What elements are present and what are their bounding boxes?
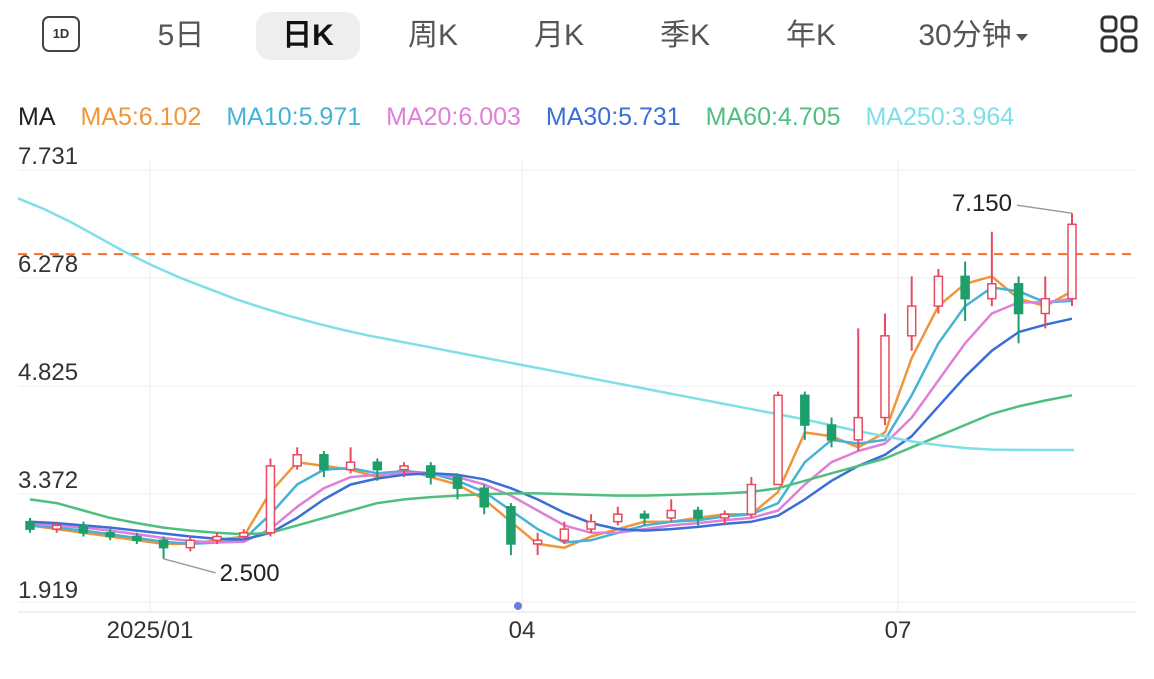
candle-body xyxy=(105,532,115,538)
series-line-ma30 xyxy=(29,317,1073,541)
high-annotation-label: 7.150 xyxy=(952,190,1012,217)
candle-body xyxy=(479,487,489,508)
candle-body xyxy=(559,528,570,541)
x-tick-label: 04 xyxy=(509,617,536,644)
candle-body xyxy=(826,424,837,441)
candle-body xyxy=(987,283,997,300)
candle-body xyxy=(399,465,409,471)
axis-labels: 7.731 6.278 4.825 3.372 1.919 2025/01 04 07 7.15… xyxy=(18,143,1073,644)
candle-body xyxy=(506,506,516,545)
candle-body xyxy=(666,509,676,519)
candle-body xyxy=(319,454,329,471)
legend-ma30: MA30:5.731 xyxy=(545,103,681,131)
y-tick-label: 4.825 xyxy=(18,359,78,386)
tab-30min-label: 30分钟 xyxy=(918,19,1012,52)
legend-ma60: MA60:4.705 xyxy=(705,103,841,131)
low-annotation-leader xyxy=(163,558,216,574)
candle-body xyxy=(800,394,810,426)
candle-body xyxy=(426,465,436,478)
candle-body xyxy=(212,535,222,541)
grid-icon[interactable] xyxy=(1099,14,1139,54)
candle-body xyxy=(960,275,970,300)
candle-body xyxy=(1067,223,1077,300)
x-tick-label: 07 xyxy=(885,617,912,644)
period-badge-icon[interactable]: 1D xyxy=(42,16,80,52)
candle-body xyxy=(452,476,463,489)
candle-body xyxy=(906,305,917,337)
candle-body xyxy=(1040,297,1051,315)
candle-body xyxy=(78,524,89,534)
candle-body xyxy=(773,394,783,486)
x-tick-label: 2025/01 xyxy=(107,617,194,644)
legend-ma250: MA250:3.964 xyxy=(865,103,1015,131)
candle-body xyxy=(586,520,596,530)
candle-body xyxy=(532,539,543,545)
event-dot-icon xyxy=(514,602,522,610)
candle-body xyxy=(132,535,142,541)
candles xyxy=(25,213,1077,559)
candle-body xyxy=(639,513,650,519)
candle-body xyxy=(853,416,864,441)
series-line-ma10 xyxy=(29,286,1073,546)
candle-body xyxy=(372,461,383,471)
candle-body xyxy=(345,461,356,471)
candle-body xyxy=(746,483,757,515)
low-annotation-label: 2.500 xyxy=(220,560,280,587)
legend-ma5: MA5:6.102 xyxy=(80,103,202,131)
tab-quarterly-k[interactable]: 季K xyxy=(659,19,710,52)
kline-chart[interactable]: 7.731 6.278 4.825 3.372 1.919 2025/01 04 07 7.15… xyxy=(0,140,1154,679)
tab-30min[interactable]: 30分钟 xyxy=(898,12,1048,60)
candle-body xyxy=(238,532,249,538)
ma-prefix: MA xyxy=(18,103,56,131)
candle-body xyxy=(158,539,169,549)
candle-body xyxy=(265,465,276,534)
candle-body xyxy=(719,513,730,519)
candle-body xyxy=(51,524,62,530)
period-toolbar: 1D 5日 日K 周K 月K 季K 年K 30分钟 xyxy=(0,0,1154,72)
legend-ma10: MA10:5.971 xyxy=(226,103,362,131)
chevron-down-icon xyxy=(1015,33,1028,41)
series-line-ma20 xyxy=(29,297,1073,544)
y-tick-label: 3.372 xyxy=(18,467,78,494)
candle-body xyxy=(693,509,703,519)
candle-body xyxy=(185,539,196,549)
y-tick-label: 6.278 xyxy=(18,251,78,278)
high-annotation-leader xyxy=(1016,204,1073,214)
series-line-ma60 xyxy=(29,394,1073,536)
ma-legend: MA MA5:6.102 MA10:5.971 MA20:6.003 MA30:… xyxy=(18,103,1032,132)
tab-5day[interactable]: 5日 xyxy=(157,19,205,52)
candle-body xyxy=(25,520,35,530)
candle-body xyxy=(880,335,890,419)
tab-yearly-k[interactable]: 年K xyxy=(785,19,836,52)
tab-weekly-k[interactable]: 周K xyxy=(407,19,458,52)
ma-lines xyxy=(17,197,1074,549)
candle-body xyxy=(933,275,944,307)
tab-daily-k[interactable]: 日K xyxy=(256,12,360,60)
candle-body xyxy=(1013,283,1024,315)
tab-monthly-k[interactable]: 月K xyxy=(533,19,584,52)
candle-body xyxy=(613,513,623,523)
series-line-ma250 xyxy=(17,197,1074,452)
legend-ma20: MA20:6.003 xyxy=(386,103,521,131)
y-tick-label: 7.731 xyxy=(18,143,78,170)
y-tick-label: 1.919 xyxy=(18,577,78,604)
chart-grid xyxy=(18,160,1136,613)
candle-body xyxy=(292,454,302,467)
